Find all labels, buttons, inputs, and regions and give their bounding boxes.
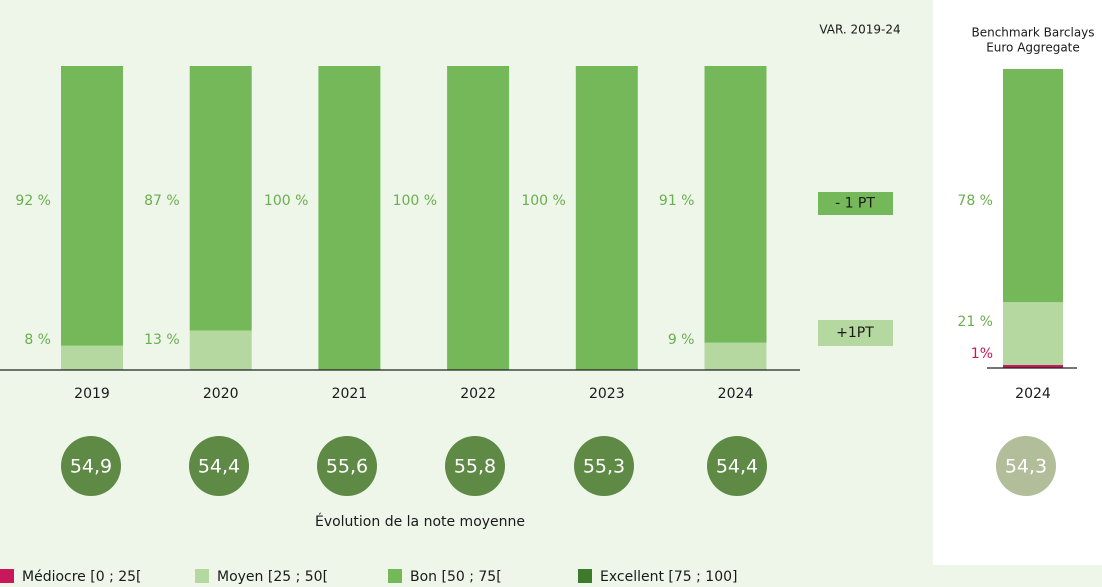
variation-box bbox=[818, 320, 893, 346]
x-tick-label: 2022 bbox=[460, 386, 496, 402]
score-label: 54,9 bbox=[70, 456, 112, 478]
value-label: 91 % bbox=[659, 193, 695, 209]
value-label: 21 % bbox=[957, 314, 993, 330]
value-label: 100 % bbox=[521, 193, 565, 209]
score-label: 54,4 bbox=[198, 456, 240, 478]
legend-swatch bbox=[195, 569, 209, 583]
bar-segment bbox=[189, 330, 252, 370]
score-label: 55,6 bbox=[326, 456, 368, 478]
score-label: 54,3 bbox=[1005, 456, 1047, 478]
variation-title: VAR. 2019-24 bbox=[819, 23, 900, 37]
x-tick-label: 2020 bbox=[203, 386, 239, 402]
legend-label: Excellent [75 ; 100] bbox=[600, 569, 737, 585]
variation-label: - 1 PT bbox=[835, 196, 875, 212]
x-tick-label: 2024 bbox=[718, 386, 754, 402]
bar-segment bbox=[447, 66, 510, 370]
value-label: 8 % bbox=[24, 332, 51, 348]
bar-segment bbox=[318, 66, 381, 370]
benchmark-title: Benchmark Barclays bbox=[971, 26, 1094, 40]
x-tick-label: 2019 bbox=[74, 386, 110, 402]
value-label: 78 % bbox=[957, 193, 993, 209]
bar-segment bbox=[1003, 365, 1063, 368]
value-label: 87 % bbox=[144, 193, 180, 209]
legend-label: Moyen [25 ; 50[ bbox=[217, 569, 328, 585]
value-label: 100 % bbox=[393, 193, 437, 209]
x-tick-label: 2023 bbox=[589, 386, 625, 402]
legend-swatch bbox=[578, 569, 592, 583]
bar-segment bbox=[189, 66, 252, 331]
value-label: 1% bbox=[971, 346, 993, 362]
score-label: 55,8 bbox=[454, 456, 496, 478]
variation-label: +1PT bbox=[836, 325, 874, 341]
bar-segment bbox=[61, 345, 123, 370]
score-label: 54,4 bbox=[716, 456, 758, 478]
bar-segment bbox=[575, 66, 638, 370]
legend-swatch bbox=[0, 569, 14, 583]
score-circle bbox=[189, 436, 249, 496]
variation-box bbox=[818, 192, 893, 215]
bar-segment bbox=[1003, 302, 1063, 366]
x-tick-label: 2024 bbox=[1015, 386, 1051, 402]
score-circle bbox=[61, 436, 121, 496]
x-tick-label: 2021 bbox=[332, 386, 368, 402]
value-label: 13 % bbox=[144, 332, 180, 348]
bar-segment bbox=[704, 66, 767, 343]
score-circle bbox=[996, 436, 1056, 496]
value-label: 9 % bbox=[668, 332, 695, 348]
score-circle bbox=[707, 436, 767, 496]
bar-segment bbox=[1003, 69, 1063, 303]
bar-segment bbox=[704, 342, 767, 370]
value-label: 100 % bbox=[264, 193, 308, 209]
score-circle bbox=[445, 436, 505, 496]
bar-segment bbox=[61, 66, 123, 346]
score-label: 55,3 bbox=[583, 456, 625, 478]
legend-label: Médiocre [0 ; 25[ bbox=[22, 569, 142, 585]
score-circle bbox=[317, 436, 377, 496]
legend-label: Bon [50 ; 75[ bbox=[410, 569, 502, 585]
scores-caption: Évolution de la note moyenne bbox=[315, 513, 525, 530]
score-circle bbox=[574, 436, 634, 496]
value-label: 92 % bbox=[15, 193, 51, 209]
legend-swatch bbox=[388, 569, 402, 583]
benchmark-title: Euro Aggregate bbox=[986, 41, 1080, 55]
